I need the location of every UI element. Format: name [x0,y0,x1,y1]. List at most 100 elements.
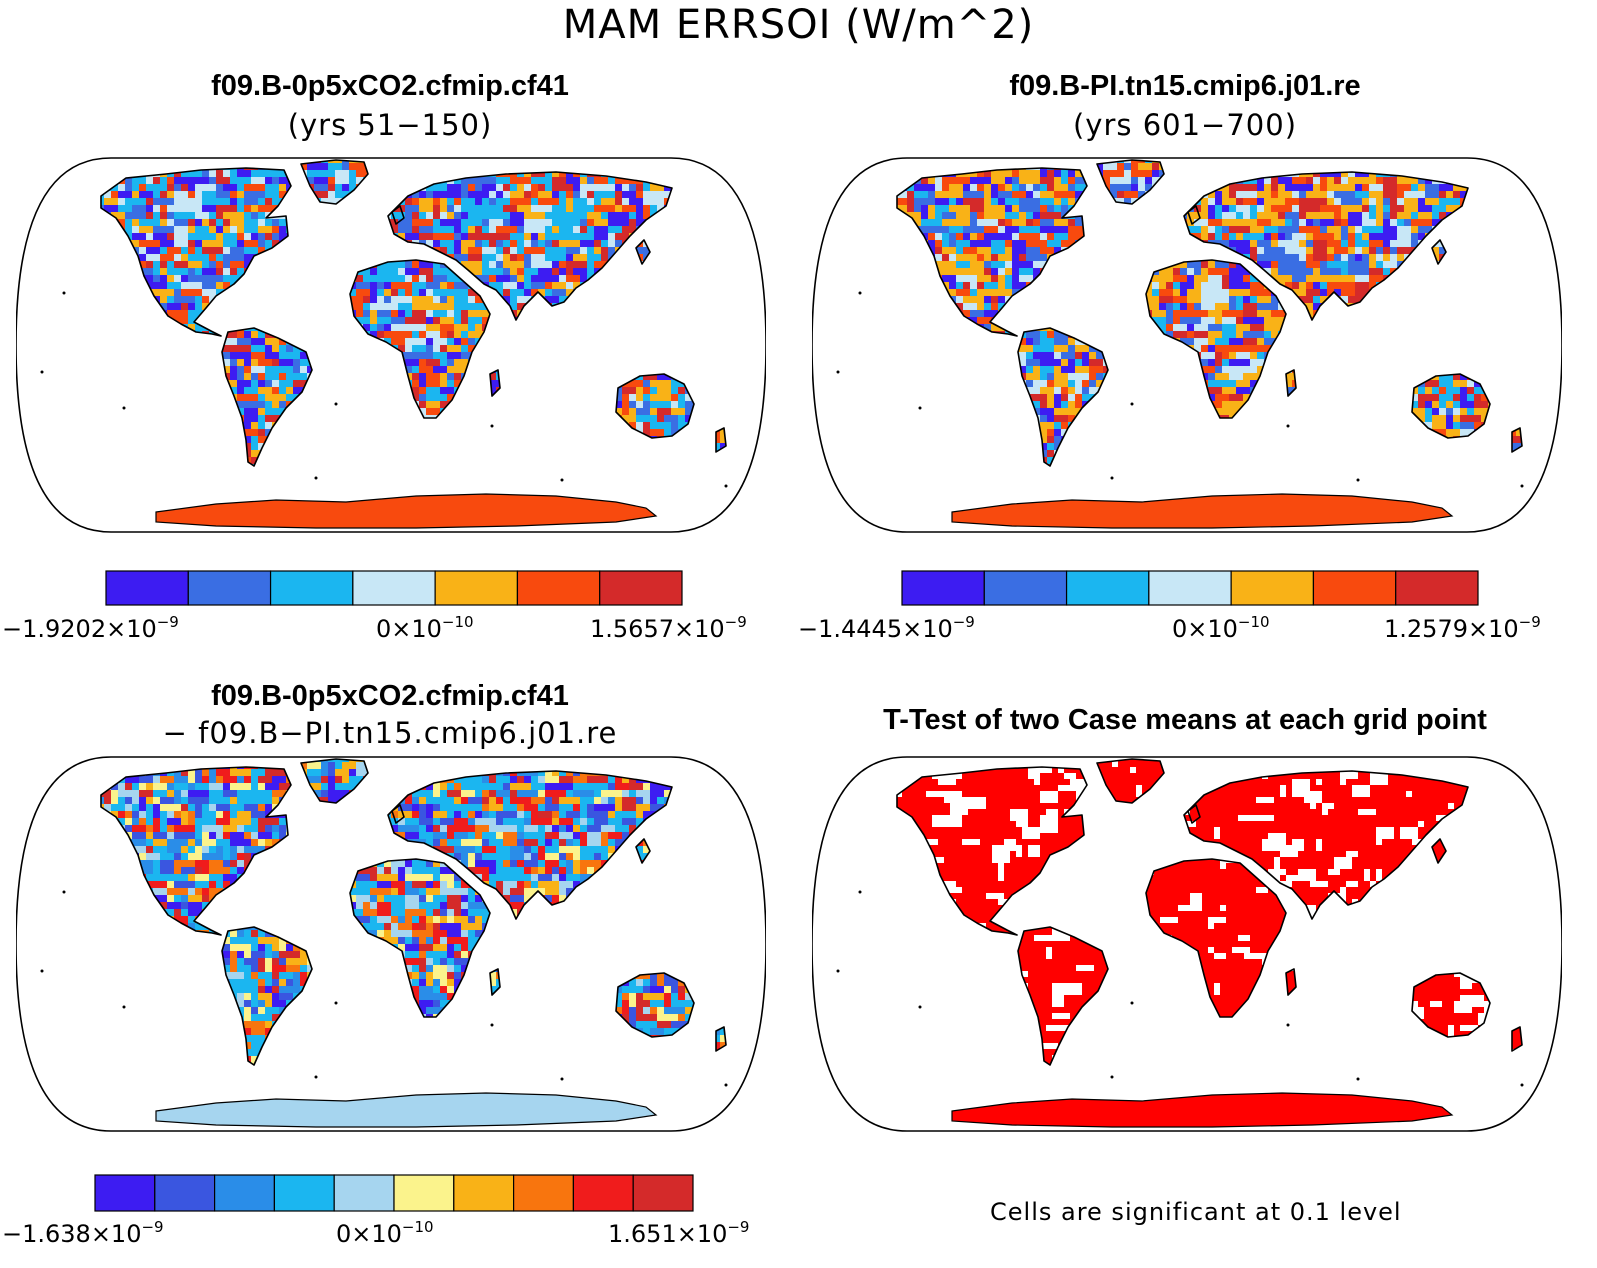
coastline-samerica [221,327,313,467]
island-marker [334,402,338,406]
colorbar-swatch [1065,570,1150,606]
panel3-colorbar-mid-label: 0×10−10 [336,1218,434,1248]
colorbar-swatch [94,1174,156,1212]
colorbar-swatch [333,1174,395,1212]
panel2-title: f09.B-PI.tn15.cmip6.j01.re [1009,70,1361,102]
coastline-japan [635,838,651,864]
panel1-colorbar-mid-label: 0×10−10 [376,613,474,643]
coastline-madagascar [1285,369,1297,397]
colorbar-swatch [1395,570,1479,606]
coastline-samerica [221,926,313,1066]
panel3-colorbar [94,1174,694,1212]
island-marker [314,476,318,480]
panel2-map [812,157,1562,533]
coastline-australia [1411,373,1491,439]
map-frame [16,756,766,1132]
island-marker [560,1077,564,1081]
panel1-colorbar [105,570,683,606]
panel1-colorbar-max-label: 1.5657×10−9 [590,613,747,643]
coastline-africa [349,259,491,419]
island-marker [836,969,840,973]
coastline-greenland [1096,758,1165,804]
coastline-nz [1511,427,1523,453]
panel2-colorbar [901,570,1479,606]
panel1-map [16,157,766,533]
colorbar-swatch [513,1174,575,1212]
colorbar-swatch [453,1174,515,1212]
coastline-australia [1411,972,1491,1038]
island-marker [40,370,44,374]
coastline-uk [391,205,405,225]
map-frame [812,756,1562,1132]
island-marker [1110,1075,1114,1079]
coastline-eurasia [387,171,673,321]
coastline-eurasia [1183,770,1469,920]
coastline-greenland [300,159,369,205]
map-frame [16,157,766,533]
colorbar-swatch [105,570,189,606]
island-marker [724,484,728,488]
island-marker [858,291,862,295]
panel1-subtitle: (yrs 51−150) [287,108,493,142]
coastline-uk [1187,804,1201,824]
panel2-colorbar-mid-label: 0×10−10 [1172,613,1270,643]
island-marker [724,1083,728,1087]
colorbar-swatch [393,1174,455,1212]
colorbar-swatch [154,1174,216,1212]
island-marker [490,424,494,428]
island-marker [918,406,922,410]
island-marker [1130,402,1134,406]
significance-footnote: Cells are significant at 0.1 level [990,1198,1402,1226]
panel4-map [812,756,1562,1132]
colorbar-swatch [352,570,436,606]
panel3-colorbar-max-label: 1.651×10−9 [608,1218,750,1248]
island-marker [62,890,66,894]
island-marker [1356,478,1360,482]
panel3-title: f09.B-0p5xCO2.cfmip.cf41 [211,680,569,712]
coastline-greenland [300,758,369,804]
coastline-namerica [100,167,292,337]
coastline-australia [615,373,695,439]
island-marker [1286,424,1290,428]
coastline-uk [391,804,405,824]
colorbar-swatch [572,1174,634,1212]
coastline-nz [715,427,727,453]
coastline-australia [615,972,695,1038]
antarctica [951,493,1454,529]
colorbar-swatch [599,570,683,606]
coastline-nz [715,1026,727,1052]
colorbar-swatch [213,1174,275,1212]
island-marker [1130,1001,1134,1005]
coastline-africa [1145,858,1287,1018]
colorbar-swatch [516,570,601,606]
island-marker [918,1005,922,1009]
coastline-eurasia [387,770,673,920]
coastline-africa [349,858,491,1018]
colorbar-swatch [273,1174,335,1212]
panel1-colorbar-min-label: −1.9202×10−9 [2,613,179,643]
antarctica [155,1092,658,1128]
island-marker [40,969,44,973]
colorbar-swatch [1148,570,1232,606]
colorbar-swatch [1312,570,1397,606]
figure-title: MAM ERRSOI (W/m^2) [562,2,1035,48]
coastline-madagascar [1285,968,1297,996]
island-marker [1356,1077,1360,1081]
coastline-namerica [896,766,1088,936]
panel3-colorbar-min-label: −1.638×10−9 [2,1218,164,1248]
colorbar-swatch [434,570,519,606]
island-marker [1520,1083,1524,1087]
island-marker [1520,484,1524,488]
coastline-namerica [100,766,292,936]
coastline-africa [1145,259,1287,419]
colorbar-swatch [901,570,985,606]
coastline-japan [635,239,651,265]
coastline-greenland [1096,159,1165,205]
colorbar-swatch [1230,570,1315,606]
coastline-nz [1511,1026,1523,1052]
island-marker [858,890,862,894]
island-marker [122,406,126,410]
island-marker [1286,1023,1290,1027]
panel2-colorbar-max-label: 1.2579×10−9 [1384,613,1541,643]
coastline-eurasia [1183,171,1469,321]
